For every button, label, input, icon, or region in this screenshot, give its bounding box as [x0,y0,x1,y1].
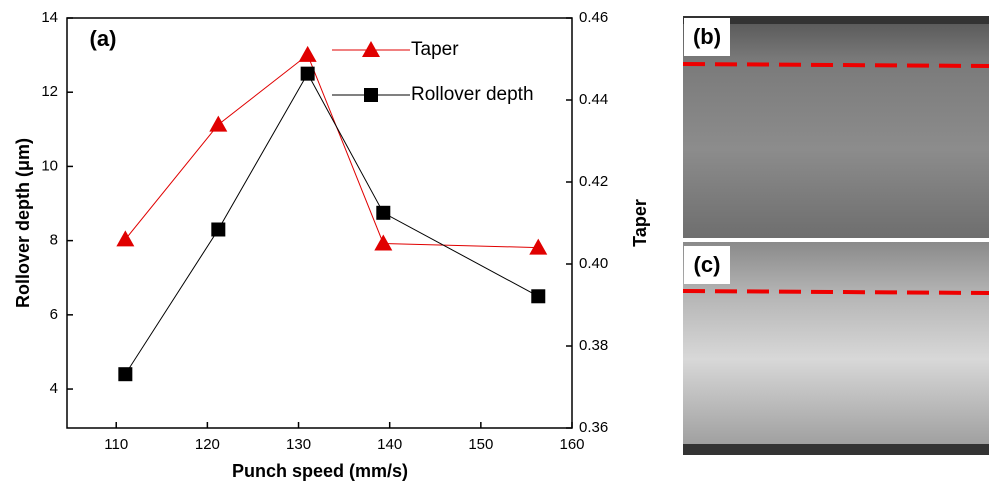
panel-label: (c) [694,252,721,277]
y2-tick-label: 0.46 [579,9,608,26]
marker [116,230,135,247]
y-tick-label: 4 [50,380,58,397]
y-tick-label: 6 [50,306,58,323]
marker [374,234,393,251]
plot-frame [66,17,573,429]
y2-tick-label: 0.42 [579,173,608,190]
x-tick-label: 140 [377,436,402,453]
y-tick-label: 10 [41,157,58,174]
annotation: (a) [90,26,117,51]
y-tick-label: 8 [50,232,58,249]
image-b: (b) [682,16,990,238]
y-tick-label: 12 [41,83,58,100]
x-tick-label: 110 [104,436,128,453]
marker [531,289,546,304]
y2-tick-label: 0.38 [579,337,608,354]
marker [211,222,226,237]
y2-tick-label: 0.40 [579,255,608,272]
y2-tick-label: 0.44 [579,91,608,108]
image-c: (c) [682,242,990,455]
x-tick-label: 150 [468,436,493,453]
marker [298,45,317,62]
marker [118,367,133,382]
marker [376,205,391,220]
legend-marker [364,88,378,102]
legend-label: Taper [411,39,459,60]
marker [209,115,228,132]
y2-tick-label: 0.36 [579,419,608,436]
legend-label: Rollover depth [411,84,534,105]
y-axis-label: Rollover depth (μm) [13,138,33,308]
y-tick-label: 14 [41,9,58,26]
y2-axis-label: Taper [630,199,650,247]
x-tick-label: 160 [559,436,584,453]
legend-marker [362,41,380,57]
x-axis-label: Punch speed (mm/s) [232,461,408,481]
series-line [124,72,539,375]
x-tick-label: 120 [195,436,220,453]
panel-label: (b) [693,24,721,49]
marker [300,66,315,81]
x-tick-label: 130 [286,436,311,453]
marker [529,238,548,255]
